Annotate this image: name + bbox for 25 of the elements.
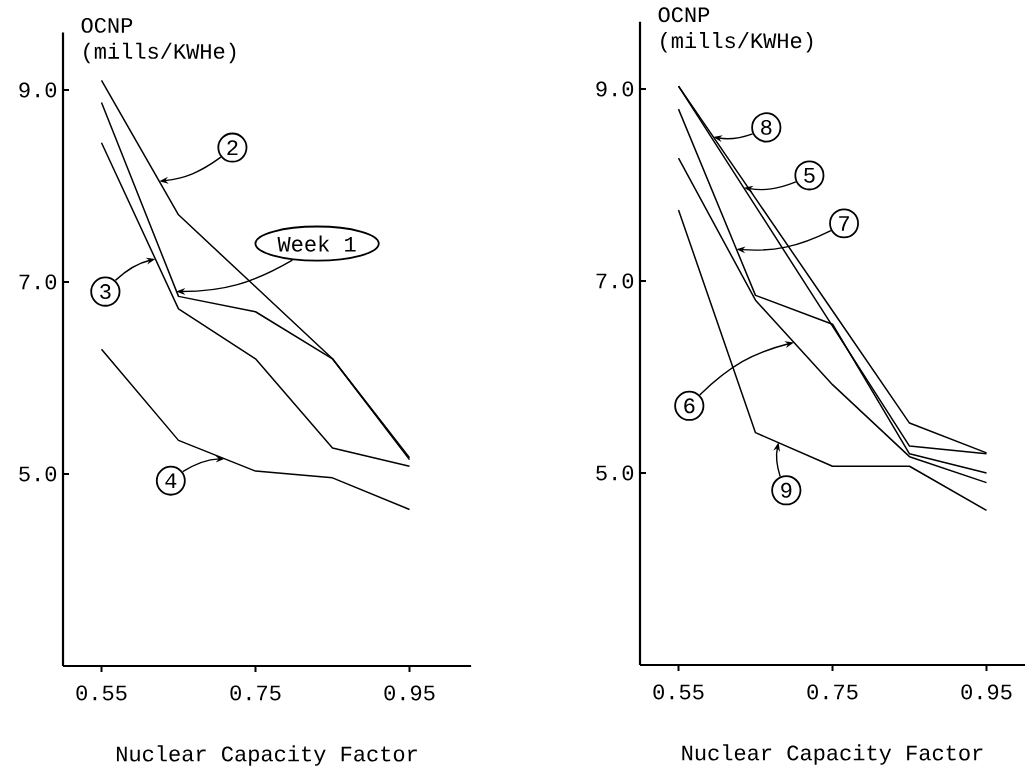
x-axis-title: Nuclear Capacity Factor: [116, 745, 417, 766]
annotation: 2: [227, 140, 238, 155]
x-tick-label: 0.55: [76, 685, 127, 701]
y-tick-label: 7.0: [19, 274, 57, 290]
y-axis-title: OCNP (mills/KWHe): [81, 17, 236, 64]
annotation: 5: [804, 168, 815, 183]
x-tick-label: 0.95: [961, 684, 1012, 700]
x-tick-label: 0.75: [807, 684, 858, 700]
annotation: 4: [165, 473, 177, 488]
y-tick-label: 5.0: [596, 465, 634, 481]
annotation: Week 1: [277, 235, 356, 252]
annotation: 6: [684, 398, 695, 414]
y-tick-label: 9.0: [19, 82, 57, 98]
y-tick-label: 7.0: [596, 273, 634, 289]
x-axis-title: Nuclear Capacity Factor: [682, 744, 983, 765]
y-tick-label: 5.0: [19, 466, 57, 482]
x-tick-label: 0.75: [230, 685, 281, 701]
annotation: 3: [100, 284, 111, 300]
x-tick-label: 0.55: [653, 684, 704, 700]
x-tick-label: 0.95: [384, 685, 435, 701]
y-axis-title: OCNP (mills/KWHe): [658, 7, 813, 53]
y-tick-label: 9.0: [596, 81, 634, 97]
annotation: 9: [781, 482, 792, 498]
annotation: 7: [839, 216, 849, 231]
annotation: 8: [761, 119, 772, 135]
